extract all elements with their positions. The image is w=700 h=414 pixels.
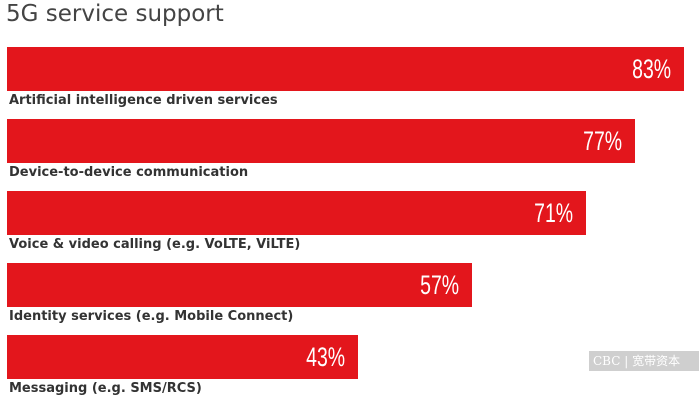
bar-value-label: 83%	[632, 54, 671, 84]
category-label: Voice & video calling (e.g. VoLTE, ViLTE…	[9, 237, 301, 252]
bar-row: 77% Device-to-device communication	[7, 119, 687, 181]
bar: 57%	[7, 263, 472, 307]
bar-value-label: 43%	[306, 342, 345, 372]
category-label: Device-to-device communication	[9, 165, 249, 180]
watermark: CBC | 宽带资本	[589, 351, 699, 371]
bar-value-label: 57%	[420, 270, 459, 300]
bar-row: 57% Identity services (e.g. Mobile Connec…	[7, 263, 687, 325]
bar-row: 43% Messaging (e.g. SMS/RCS)	[7, 335, 687, 397]
category-label: Artificial intelligence driven services	[9, 93, 278, 108]
bar-value-label: 77%	[583, 126, 622, 156]
chart-title: 5G service support	[6, 1, 224, 27]
bar: 43%	[7, 335, 358, 379]
bar: 77%	[7, 119, 635, 163]
category-label: Identity services (e.g. Mobile Connect)	[9, 309, 294, 324]
bar: 83%	[7, 47, 684, 91]
bar: 71%	[7, 191, 586, 235]
bar-value-label: 71%	[534, 198, 573, 228]
bar-row: 71% Voice & video calling (e.g. VoLTE, Vi…	[7, 191, 687, 253]
category-label: Messaging (e.g. SMS/RCS)	[9, 381, 202, 396]
bar-row: 83% Artificial intelligence driven servic…	[7, 47, 687, 109]
